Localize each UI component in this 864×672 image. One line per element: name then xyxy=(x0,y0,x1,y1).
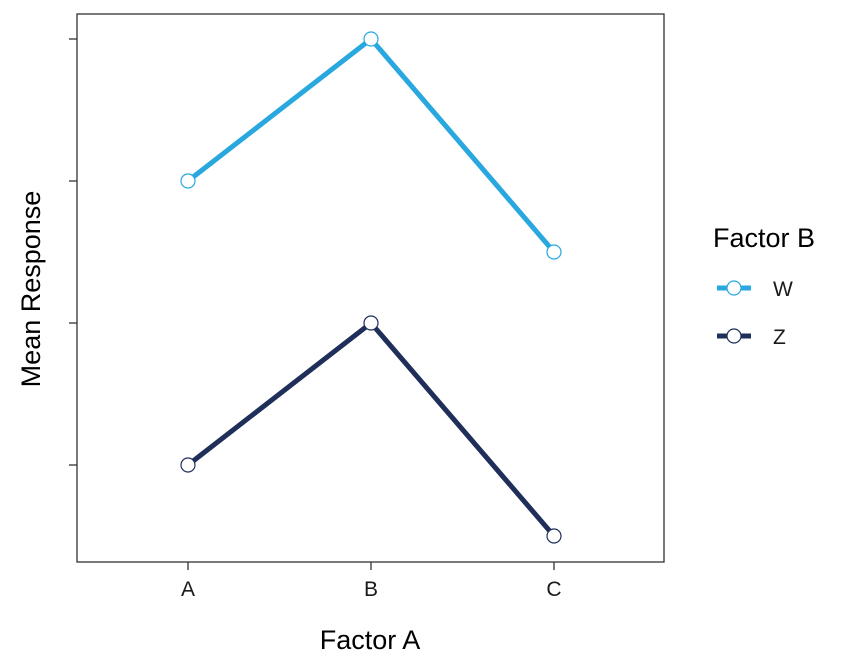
series-line-z xyxy=(186,319,556,538)
legend-items: WZ xyxy=(717,278,793,349)
data-point-z xyxy=(180,457,196,473)
legend-key-point xyxy=(726,328,742,344)
x-axis-title: Factor A xyxy=(320,625,421,655)
x-tick-label: A xyxy=(181,578,195,601)
legend-key-point xyxy=(726,280,742,296)
series-points xyxy=(180,31,562,544)
legend-label: Z xyxy=(773,326,786,349)
series-line-w xyxy=(186,35,556,254)
data-point-w xyxy=(546,244,562,260)
x-tick-label: B xyxy=(364,578,378,601)
legend: Factor B WZ xyxy=(713,223,815,349)
data-point-w xyxy=(363,31,379,47)
x-axis-ticks: A B C xyxy=(181,562,562,601)
data-point-z xyxy=(546,528,562,544)
legend-title: Factor B xyxy=(713,223,815,253)
y-axis-title: Mean Response xyxy=(16,191,46,388)
data-point-z xyxy=(363,315,379,331)
x-tick-label: C xyxy=(546,578,561,601)
legend-label: W xyxy=(773,278,793,301)
y-axis-ticks xyxy=(69,38,77,466)
plot-panel-border xyxy=(76,13,665,563)
data-point-w xyxy=(180,173,196,189)
series-lines xyxy=(186,35,556,538)
